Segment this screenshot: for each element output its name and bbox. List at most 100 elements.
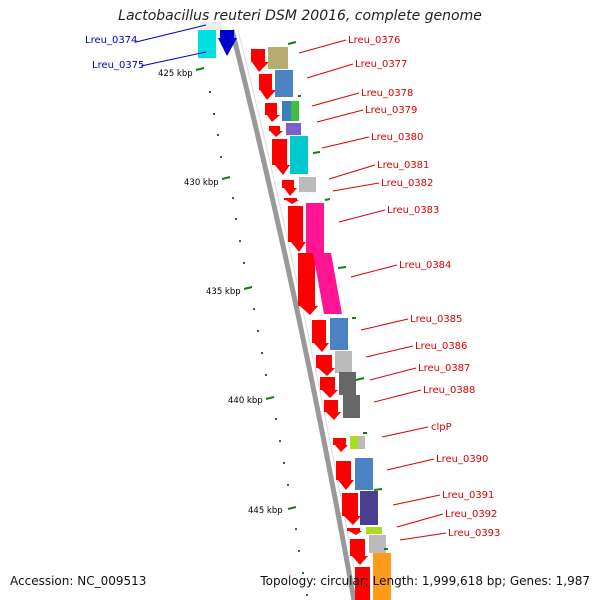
dot: [261, 352, 263, 354]
cog-block-lreu-0384[interactable]: [313, 253, 342, 314]
kbp-ticks: [195, 67, 297, 510]
dot: [213, 113, 215, 115]
leader-line: [332, 182, 380, 192]
gene-label-lreu-0385[interactable]: Lreu_0385: [410, 314, 462, 325]
cds-arrow-lreu-0377[interactable]: [259, 74, 276, 100]
cds-arrow-lreu-0393[interactable]: [350, 539, 368, 565]
leader-line: [338, 209, 386, 223]
tick: [287, 41, 297, 45]
gene-label-clpp[interactable]: clpP: [431, 422, 452, 433]
map-title: Lactobacillus reuteri DSM 20016, complet…: [118, 8, 482, 24]
cog-block-lreu-0392[interactable]: [366, 527, 382, 534]
cds-arrow-lreu-0387[interactable]: [320, 377, 338, 398]
cog-block-lreu-0376[interactable]: [268, 47, 288, 69]
topology-text: Topology: circular; Length: 1,999,618 bp…: [260, 574, 590, 588]
gene-label-lreu-0386[interactable]: Lreu_0386: [415, 341, 467, 352]
tick: [337, 266, 347, 269]
gene-label-lreu-0376[interactable]: Lreu_0376: [348, 35, 400, 46]
kbp-tick-430: [221, 176, 231, 180]
gene-label-lreu-0382[interactable]: Lreu_0382: [381, 178, 433, 189]
dot: [283, 462, 285, 464]
cog-block-lreu-0383[interactable]: [306, 203, 324, 253]
right-tick-marks: [287, 41, 388, 550]
gene-label-lreu-0379[interactable]: Lreu_0379: [365, 105, 417, 116]
dot: [298, 550, 300, 552]
gene-label-lreu-0391[interactable]: Lreu_0391: [442, 490, 494, 501]
dot: [287, 484, 289, 486]
cog-blocks: [268, 47, 391, 600]
cog-block-lreu-0377[interactable]: [275, 70, 293, 97]
cds-arrow-lreu-0385[interactable]: [312, 320, 329, 352]
cds-arrow-lreu-0390[interactable]: [336, 461, 354, 490]
cds-arrow-lreu-0379[interactable]: [269, 126, 283, 137]
gene-label-lreu-0383[interactable]: Lreu_0383: [387, 205, 439, 216]
kbp-tick-440: [265, 396, 275, 400]
cog-block-lreu-0378b[interactable]: [291, 101, 299, 121]
cds-arrow-lreu-0380[interactable]: [272, 139, 290, 175]
cog-block-lreu-0386[interactable]: [335, 351, 352, 373]
cog-block-clpp-b[interactable]: [358, 436, 365, 449]
cds-arrow-lreu-0391[interactable]: [342, 493, 361, 525]
cds-arrow-lreu-0374[interactable]: [218, 30, 237, 56]
leader-line: [369, 367, 417, 381]
dot: [275, 418, 277, 420]
cog-block-lreu-0378[interactable]: [282, 101, 291, 121]
dot: [239, 240, 241, 242]
gene-label-lreu-0390[interactable]: Lreu_0390: [436, 454, 488, 465]
gene-label-lreu-0380[interactable]: Lreu_0380: [371, 132, 423, 143]
cog-block-lreu-0390[interactable]: [355, 458, 373, 490]
leader-line: [373, 389, 422, 403]
cds-arrow-lreu-0388[interactable]: [324, 400, 341, 420]
leader-line: [135, 24, 207, 43]
gene-label-lreu-0392[interactable]: Lreu_0392: [445, 509, 497, 520]
cds-arrow-lreu-0392[interactable]: [347, 528, 362, 535]
cog-block-lreu-0388[interactable]: [343, 395, 360, 418]
gene-label-lreu-0387[interactable]: Lreu_0387: [418, 363, 470, 374]
dot: [232, 197, 234, 199]
cog-block-clpp-a[interactable]: [350, 436, 358, 449]
cog-block-lreu-0387[interactable]: [339, 372, 356, 395]
leader-line: [399, 532, 447, 541]
leader-line: [298, 39, 347, 54]
leader-line: [328, 164, 376, 180]
gene-label-lreu-0375[interactable]: Lreu_0375: [92, 60, 144, 71]
gene-label-lreu-0374[interactable]: Lreu_0374: [85, 35, 137, 46]
gene-label-lreu-0378[interactable]: Lreu_0378: [361, 88, 413, 99]
dot: [295, 528, 297, 530]
cog-block-lreu-0391[interactable]: [360, 491, 378, 525]
leader-line: [321, 136, 370, 149]
cog-block-lreu-0374[interactable]: [198, 30, 216, 58]
leader-line: [392, 494, 441, 506]
cds-arrow-lreu-0386[interactable]: [316, 355, 335, 376]
cds-arrow-bottom-partial: [355, 567, 370, 600]
cog-block-lreu-0379[interactable]: [286, 123, 301, 135]
gene-label-lreu-0377[interactable]: Lreu_0377: [355, 59, 407, 70]
cog-block-lreu-0385[interactable]: [330, 318, 348, 350]
gene-label-lreu-0393[interactable]: Lreu_0393: [448, 528, 500, 539]
cds-arrow-lreu-0381[interactable]: [282, 180, 297, 196]
dot: [306, 594, 308, 596]
kbp-label: 430 kbp: [184, 178, 219, 188]
cds-arrow-clpp[interactable]: [333, 438, 348, 452]
cds-arrow-lreu-0383[interactable]: [288, 206, 306, 252]
cds-arrow-lreu-0384[interactable]: [298, 253, 318, 315]
dot: [257, 330, 259, 332]
cog-block-lreu-0393[interactable]: [369, 535, 386, 553]
gene-label-lreu-0384[interactable]: Lreu_0384: [399, 260, 451, 271]
leader-line: [365, 345, 414, 358]
leader-line: [381, 426, 429, 438]
gene-label-lreu-0388[interactable]: Lreu_0388: [423, 385, 475, 396]
cds-arrows: [251, 49, 370, 600]
cds-arrow-lreu-0378[interactable]: [265, 103, 280, 122]
cog-block-lreu-0380[interactable]: [290, 136, 308, 174]
leader-line: [316, 109, 364, 123]
tick: [373, 488, 383, 491]
cds-arrow-lreu-0376[interactable]: [251, 49, 269, 72]
tick: [324, 198, 331, 201]
cds-arrow-lreu-0382[interactable]: [284, 198, 299, 204]
dot: [302, 572, 304, 574]
dot: [253, 308, 255, 310]
gene-label-lreu-0381[interactable]: Lreu_0381: [377, 160, 429, 171]
cog-block-lreu-0381[interactable]: [299, 177, 316, 192]
kbp-label: 440 kbp: [228, 396, 263, 406]
